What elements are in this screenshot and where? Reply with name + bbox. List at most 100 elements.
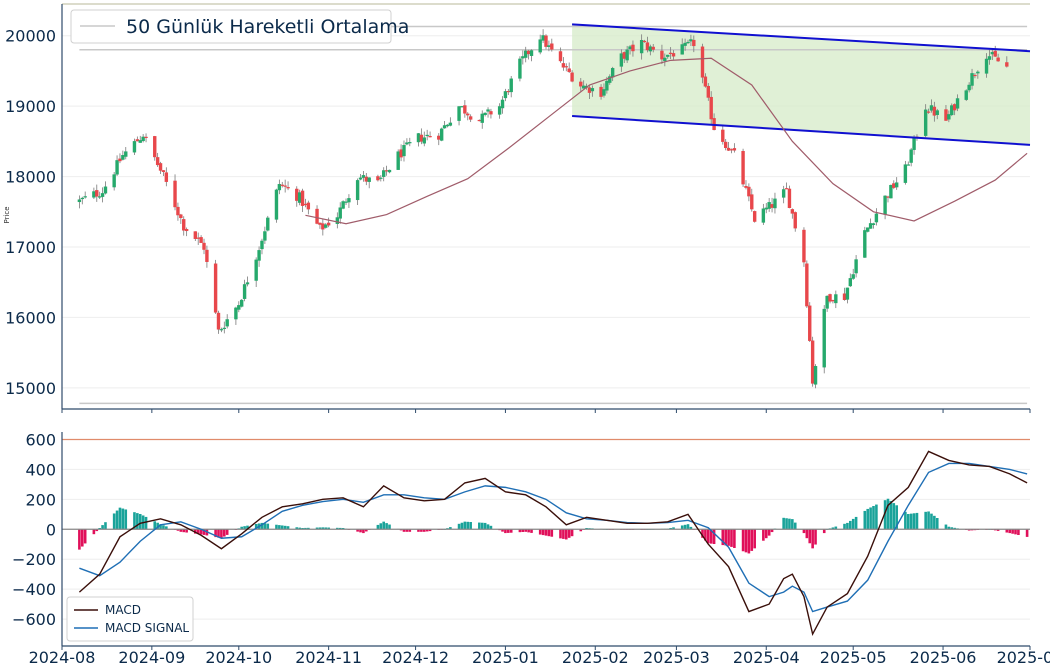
- candle-body: [587, 87, 592, 93]
- macd-histogram-bar: [202, 529, 206, 535]
- macd-histogram-bar: [524, 529, 528, 532]
- macd-y-tick-label: 200: [25, 490, 56, 509]
- macd-histogram-bar: [376, 524, 380, 530]
- candle-body: [944, 109, 948, 121]
- macd-histogram-bar: [567, 529, 571, 538]
- macd-histogram-bar: [927, 511, 930, 530]
- candle-body: [831, 299, 835, 302]
- candle-body: [590, 88, 595, 92]
- x-tick-label: 2025-01: [472, 648, 539, 667]
- macd-histogram-bar: [712, 529, 716, 544]
- macd-histogram-bar: [889, 500, 893, 530]
- macd-histogram-bar: [895, 505, 898, 530]
- candle-body: [326, 222, 331, 226]
- macd-histogram-bar: [727, 529, 730, 546]
- macd-histogram-bar: [286, 526, 290, 530]
- macd-histogram-bar: [912, 513, 916, 530]
- macd-histogram-bar: [875, 504, 878, 530]
- macd-histogram-bar: [185, 529, 188, 533]
- candle-body: [619, 53, 624, 67]
- macd-histogram-bar: [480, 522, 484, 530]
- candle-body: [825, 295, 829, 309]
- candle-body: [854, 259, 858, 274]
- candle-body: [784, 188, 789, 190]
- macd-histogram-bar: [791, 519, 794, 530]
- candle-body: [225, 319, 229, 327]
- candle-body: [773, 198, 777, 209]
- macd-histogram-bar: [530, 529, 533, 533]
- macd-histogram-bar: [214, 529, 217, 538]
- macd-histogram-bar: [359, 529, 362, 533]
- macd-histogram-bar: [933, 515, 936, 530]
- macd-histogram-bar: [747, 529, 751, 554]
- macd-histogram-bar: [689, 526, 693, 530]
- macd-panel: −600 −400 −200 0 200 400 600 2024-08 2024-09 2024…: [12, 430, 1050, 667]
- candle-body: [118, 158, 122, 162]
- candle-body: [848, 278, 853, 287]
- x-tick-label: 2024-08: [29, 648, 96, 667]
- macd-histogram-bar: [388, 524, 391, 530]
- candle-body: [793, 212, 797, 229]
- candle-body: [83, 196, 87, 198]
- candle-body: [144, 136, 148, 139]
- x-tick-label: 2025-04: [733, 648, 800, 667]
- candle-body: [428, 136, 432, 138]
- candle-body: [781, 189, 786, 198]
- candle-body: [245, 282, 250, 285]
- candle-body: [141, 136, 145, 142]
- macd-histogram-bar: [225, 529, 229, 535]
- macd-histogram-bar: [501, 529, 504, 532]
- macd-histogram-bar: [950, 527, 954, 530]
- candle-body: [628, 46, 632, 50]
- candle-body: [602, 89, 606, 96]
- macd-histogram-bar: [80, 529, 84, 547]
- candle-body: [277, 184, 282, 191]
- candle-body: [408, 142, 412, 144]
- candle-body: [909, 149, 913, 163]
- candle-body: [558, 51, 563, 62]
- legend-label-signal: MACD SIGNAL: [105, 621, 189, 635]
- price-y-tick-label: 16000: [5, 308, 56, 327]
- macd-histogram-bar: [863, 510, 867, 530]
- macd-histogram-bar: [382, 521, 386, 530]
- candle-body: [283, 185, 287, 187]
- macd-histogram-bar: [724, 529, 727, 546]
- candle-body: [121, 155, 125, 160]
- candle-body: [642, 40, 647, 43]
- candle-body: [935, 110, 939, 115]
- candle-body: [222, 327, 226, 329]
- macd-histogram-bar: [538, 529, 542, 535]
- candle-body: [300, 190, 305, 206]
- candle-body: [770, 204, 774, 208]
- macd-y-tick-label: −200: [12, 550, 56, 569]
- candle-body: [660, 50, 664, 60]
- candle-body: [706, 85, 710, 98]
- macd-histogram-bar: [680, 525, 684, 530]
- candle-body: [663, 57, 667, 62]
- candle-body: [747, 186, 751, 197]
- candle-body: [671, 53, 676, 57]
- candle-body: [306, 202, 311, 210]
- candle-body: [955, 98, 960, 109]
- candle-body: [894, 182, 899, 188]
- macd-histogram-bar: [544, 529, 548, 536]
- macd-histogram-bar: [805, 529, 809, 539]
- candle-body: [645, 42, 650, 51]
- channel-upper-line: [572, 23, 1031, 53]
- macd-histogram-bar: [240, 526, 243, 530]
- macd-histogram-bar: [886, 498, 890, 530]
- candle-body: [990, 52, 995, 55]
- candle-body: [324, 224, 328, 228]
- candle-body: [790, 209, 795, 214]
- candle-body: [460, 106, 464, 108]
- x-tick-label: 2024-10: [205, 648, 272, 667]
- macd-histogram-bar: [741, 529, 745, 552]
- macd-histogram-bar: [463, 521, 467, 530]
- candle-body: [622, 52, 626, 59]
- macd-histogram-bar: [1011, 529, 1014, 534]
- macd-histogram-bar: [124, 509, 128, 530]
- candle-body: [625, 49, 629, 61]
- macd-histogram-bar: [133, 512, 136, 530]
- candle-body: [138, 140, 142, 143]
- macd-histogram-bar: [156, 522, 159, 530]
